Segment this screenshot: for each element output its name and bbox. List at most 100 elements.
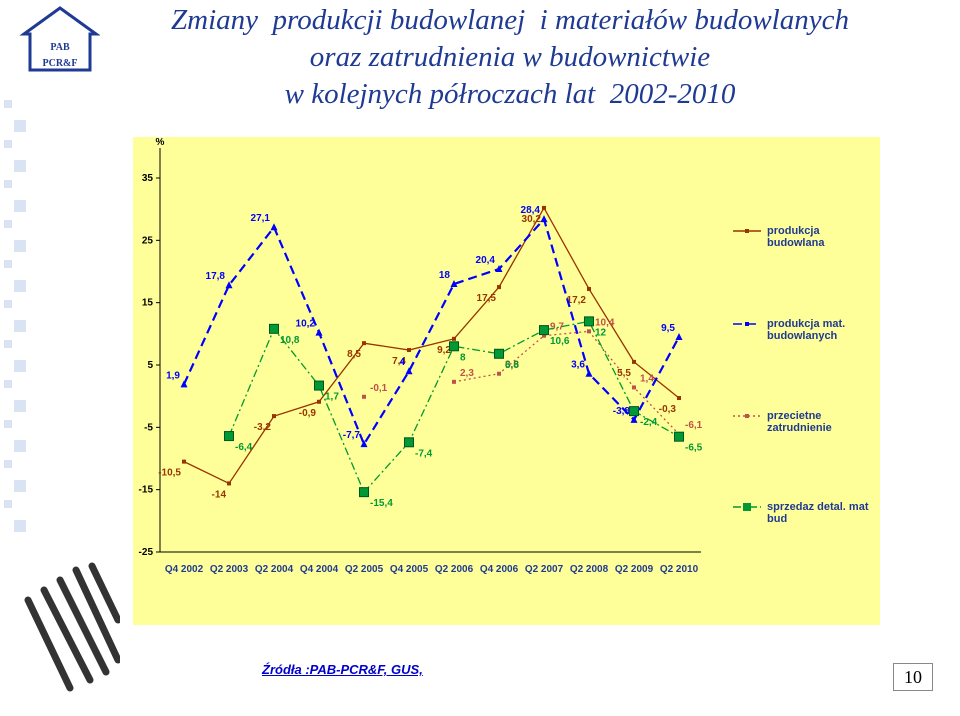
marker xyxy=(314,380,324,391)
logo-icon: PAB PCR&F xyxy=(19,6,101,72)
marker xyxy=(587,286,591,291)
value-label: -3,8 xyxy=(613,406,631,417)
y-tick-label: -25 xyxy=(139,547,154,558)
value-label: -6,1 xyxy=(685,420,703,431)
chart-title: Zmiany produkcji budowlanej i materiałów… xyxy=(120,2,900,113)
marker xyxy=(182,459,186,464)
value-label: 17,2 xyxy=(567,295,587,306)
marker xyxy=(225,281,233,289)
legend-entry: produkcja mat. budowlanych xyxy=(767,318,846,342)
marker xyxy=(272,414,276,419)
marker xyxy=(497,371,501,376)
value-label: 9,2 xyxy=(437,345,451,356)
series-line xyxy=(182,216,680,447)
x-tick-label: Q4 2006 xyxy=(480,564,519,575)
value-label: 7,4 xyxy=(392,356,406,367)
y-tick-label: 15 xyxy=(142,298,154,309)
y-axis-label: % xyxy=(156,137,165,148)
value-label: -6,5 xyxy=(685,443,703,454)
value-label: -3,2 xyxy=(254,422,272,433)
value-label: 27,1 xyxy=(251,213,271,224)
y-tick-label: -15 xyxy=(139,485,154,496)
x-tick-label: Q2 2009 xyxy=(615,564,654,575)
marker xyxy=(452,336,456,341)
marker xyxy=(584,316,594,327)
value-label: 10,6 xyxy=(550,336,570,347)
x-tick-label: Q2 2008 xyxy=(570,564,609,575)
marker xyxy=(269,323,279,334)
y-tick-label: 35 xyxy=(142,173,154,184)
value-label: -7,4 xyxy=(415,448,433,459)
value-label: -7,7 xyxy=(343,430,361,441)
title-line: w kolejnych półroczach lat 2002-2010 xyxy=(284,78,736,110)
marker xyxy=(542,333,546,338)
marker xyxy=(407,348,411,353)
value-label: 30,2 xyxy=(522,214,542,225)
y-tick-label: -5 xyxy=(144,422,153,433)
marker xyxy=(540,215,548,223)
title-line: Zmiany produkcji budowlanej i materiałów… xyxy=(171,4,849,36)
marker xyxy=(405,367,413,375)
marker xyxy=(360,440,368,448)
title-line: oraz zatrudnienia w budownictwie xyxy=(309,41,711,73)
marker xyxy=(180,380,188,388)
marker xyxy=(494,348,504,359)
x-tick-label: Q2 2007 xyxy=(525,564,564,575)
marker xyxy=(495,265,503,273)
marker xyxy=(632,359,636,364)
value-label: 6,8 xyxy=(505,360,519,371)
legend-marker xyxy=(745,414,749,418)
marker xyxy=(587,329,591,334)
marker xyxy=(224,431,234,442)
marker xyxy=(542,205,546,210)
value-label: -10,5 xyxy=(158,468,181,479)
marker xyxy=(449,341,459,352)
value-label: 9,5 xyxy=(661,323,675,334)
logo: PAB PCR&F xyxy=(18,4,101,74)
marker xyxy=(452,379,456,384)
value-label: 1,7 xyxy=(325,392,339,403)
page-number: 10 xyxy=(893,663,933,691)
marker xyxy=(362,394,366,399)
value-label: -0,3 xyxy=(659,404,677,415)
marker xyxy=(632,385,636,390)
value-label: 1,9 xyxy=(166,370,180,381)
marker xyxy=(317,399,321,404)
chart-panel xyxy=(133,137,880,625)
value-label: -14 xyxy=(212,489,227,500)
value-label: 17,5 xyxy=(477,293,497,304)
x-tick-label: Q4 2004 xyxy=(300,564,339,575)
value-label: 1,4 xyxy=(640,373,654,384)
legend-entry: produkcja budowlana xyxy=(767,225,825,249)
marker xyxy=(359,487,369,498)
x-tick-label: Q2 2004 xyxy=(255,564,294,575)
marker xyxy=(270,223,278,231)
legend-marker xyxy=(745,322,749,326)
marker xyxy=(629,406,639,417)
value-label: 18 xyxy=(439,270,451,281)
value-label: 10,2 xyxy=(296,319,316,330)
logo-sub: PCR&F xyxy=(43,58,78,69)
marker xyxy=(404,437,414,448)
marker xyxy=(674,431,684,442)
value-label: 17,8 xyxy=(206,271,226,282)
value-label: -2,4 xyxy=(640,417,658,428)
value-label: 4 xyxy=(399,357,405,368)
marker xyxy=(315,328,323,336)
y-tick-label: 25 xyxy=(142,235,154,246)
x-tick-label: Q2 2010 xyxy=(660,564,699,575)
value-label: 10,8 xyxy=(280,335,300,346)
value-label: 20,4 xyxy=(476,255,496,266)
legend-marker xyxy=(743,503,751,511)
logo-name: PAB xyxy=(50,42,70,53)
marker xyxy=(450,279,458,287)
series-line xyxy=(183,206,680,485)
marker xyxy=(630,415,638,423)
value-label: 12 xyxy=(595,327,607,338)
marker xyxy=(497,285,501,290)
value-label: -6,4 xyxy=(235,442,253,453)
value-label: 10,4 xyxy=(595,317,615,328)
value-label: 28,4 xyxy=(521,205,541,216)
